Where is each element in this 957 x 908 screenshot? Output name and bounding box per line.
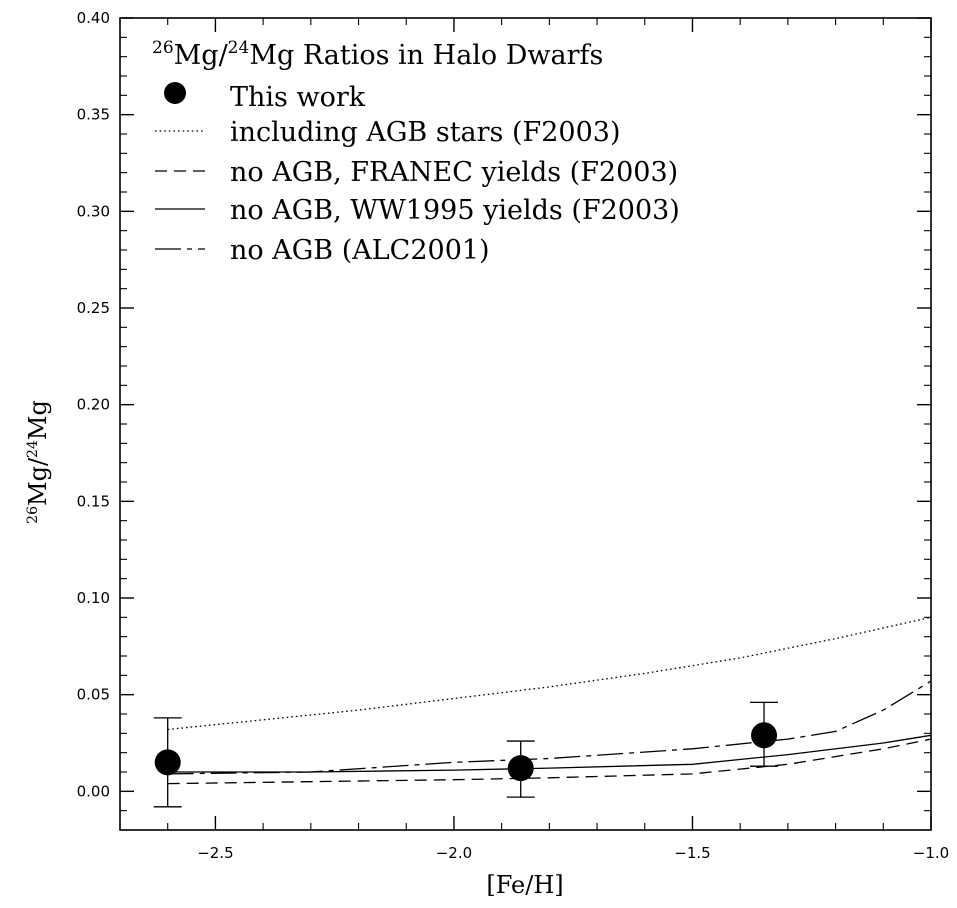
y-tick-label: 0.35 xyxy=(77,106,110,124)
series-line-long-dash xyxy=(167,680,932,775)
y-tick-label: 0.40 xyxy=(77,9,110,27)
x-tick-label: −2.5 xyxy=(197,844,233,862)
y-axis-label-base2: Mg xyxy=(24,400,52,440)
tick-labels: −2.5 −2.0 −1.5 −1.0 0.00 0.05 0.10 0.15 0.20 0.25… xyxy=(77,9,950,862)
chart-title-sup2: 24 xyxy=(228,38,250,58)
x-tick-label: −1.0 xyxy=(913,844,949,862)
chart-title-base1: Mg/ xyxy=(174,40,229,71)
y-tick-label: 0.05 xyxy=(77,686,110,704)
legend: 26Mg/24Mg Ratios in Halo Dwarfs This wor… xyxy=(152,38,680,266)
series-line-solid xyxy=(167,734,932,773)
legend-label-alc2001: no AGB (ALC2001) xyxy=(230,235,490,266)
plot-lines xyxy=(167,616,932,785)
plot-points xyxy=(153,701,779,808)
y-tick-label: 0.00 xyxy=(77,782,110,800)
data-point xyxy=(154,749,181,776)
y-tick-label: 0.30 xyxy=(77,202,110,220)
y-tick-label: 0.15 xyxy=(77,492,110,510)
y-tick-label: 0.20 xyxy=(77,396,110,414)
legend-label-franec: no AGB, FRANEC yields (F2003) xyxy=(230,157,678,188)
legend-label-this-work: This work xyxy=(230,82,366,113)
y-axis-label: 26Mg/24Mg xyxy=(24,400,52,524)
legend-label-agb: including AGB stars (F2003) xyxy=(230,117,621,148)
y-axis-label-base1: Mg/ xyxy=(24,457,52,506)
data-point xyxy=(751,722,778,749)
legend-label-ww1995: no AGB, WW1995 yields (F2003) xyxy=(230,195,680,226)
x-axis-label: [Fe/H] xyxy=(486,871,563,899)
y-axis-label-sup2: 24 xyxy=(25,440,41,458)
x-tick-label: −2.0 xyxy=(436,844,472,862)
chart-title: 26Mg/24Mg Ratios in Halo Dwarfs xyxy=(152,38,603,71)
y-tick-label: 0.10 xyxy=(77,589,110,607)
data-point xyxy=(507,755,534,782)
chart-title-base2: Mg Ratios in Halo Dwarfs xyxy=(249,40,603,71)
legend-marker-this-work xyxy=(164,82,186,104)
ticks xyxy=(119,17,932,831)
y-axis-label-sup1: 26 xyxy=(25,506,41,524)
chart-title-sup1: 26 xyxy=(152,38,174,58)
y-tick-label: 0.25 xyxy=(77,299,110,317)
x-tick-label: −1.5 xyxy=(674,844,710,862)
